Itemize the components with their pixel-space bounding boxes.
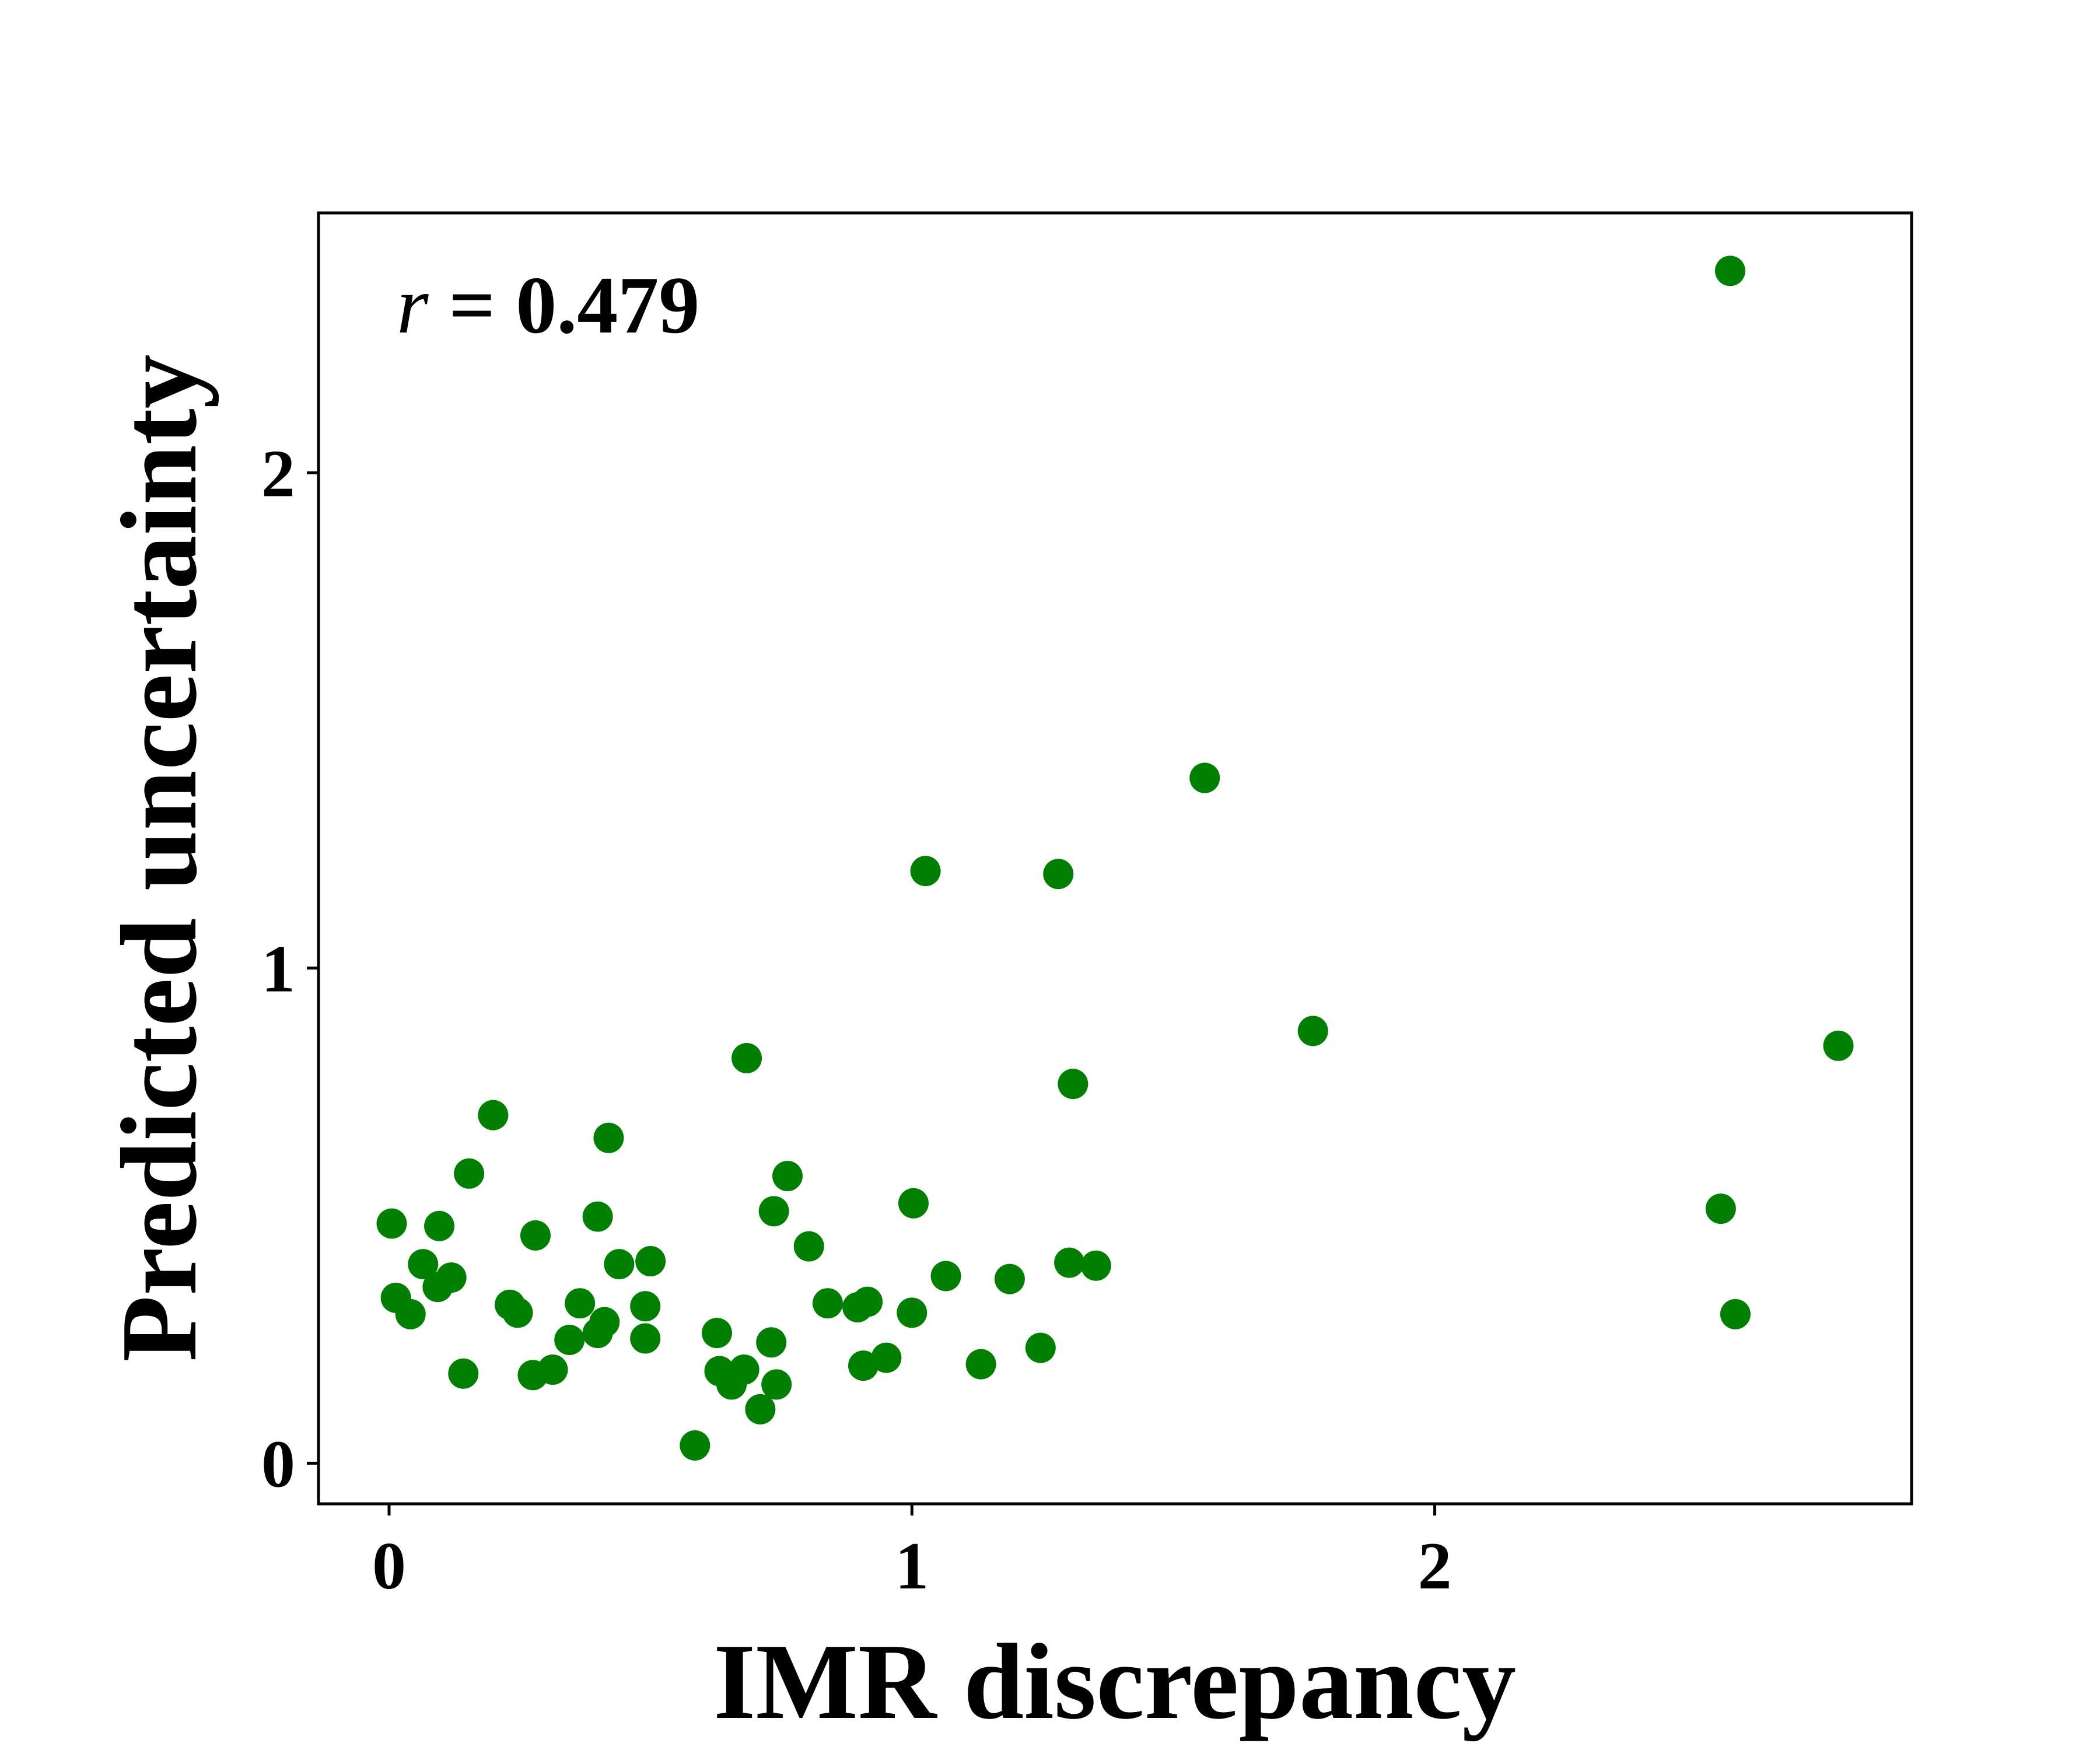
point	[994, 1264, 1025, 1294]
point	[422, 1272, 453, 1303]
point	[565, 1288, 596, 1319]
point	[793, 1231, 824, 1262]
point	[1823, 1030, 1854, 1061]
y-tick-label: 0	[261, 1427, 295, 1502]
point	[1705, 1194, 1736, 1224]
point	[517, 1360, 548, 1391]
point	[582, 1201, 613, 1232]
point	[604, 1249, 635, 1280]
point	[848, 1350, 878, 1381]
point	[1189, 762, 1220, 793]
point	[897, 1297, 928, 1328]
x-tick-label: 2	[1418, 1529, 1452, 1604]
point	[1054, 1247, 1085, 1278]
point	[772, 1161, 803, 1192]
point	[630, 1291, 661, 1322]
point	[630, 1323, 661, 1354]
point	[448, 1358, 479, 1389]
point	[1080, 1250, 1111, 1281]
y-tick-label: 2	[261, 437, 295, 512]
point	[745, 1394, 776, 1424]
y-axis-label: Predicted uncertainty	[99, 354, 219, 1362]
y-tick-label: 1	[261, 932, 295, 1007]
point	[1043, 859, 1074, 890]
annotation-variable: r	[397, 260, 429, 351]
point	[408, 1249, 439, 1280]
point	[593, 1122, 624, 1153]
point	[871, 1342, 902, 1373]
point	[930, 1261, 961, 1292]
point	[520, 1220, 551, 1251]
x-tick-label: 0	[372, 1529, 406, 1604]
point	[502, 1297, 533, 1328]
point	[1297, 1016, 1328, 1046]
point	[424, 1210, 455, 1241]
x-axis-label: IMR discrepancy	[713, 1622, 1516, 1742]
point	[716, 1369, 747, 1400]
point	[758, 1196, 789, 1227]
point	[1720, 1298, 1751, 1329]
annotation-text: = 0.479	[449, 260, 699, 351]
point	[582, 1318, 613, 1349]
point	[1714, 256, 1745, 286]
point	[761, 1369, 792, 1400]
point	[680, 1430, 710, 1461]
point	[812, 1288, 843, 1319]
x-tick-label: 1	[895, 1529, 929, 1604]
point	[898, 1188, 929, 1219]
point	[1025, 1332, 1056, 1363]
point	[554, 1325, 585, 1356]
point	[478, 1100, 509, 1130]
point	[756, 1327, 787, 1358]
annotation: r = 0.479	[397, 260, 699, 351]
point	[965, 1349, 996, 1380]
point	[395, 1298, 426, 1329]
point	[732, 1043, 762, 1074]
point	[376, 1208, 407, 1239]
plot-frame	[317, 211, 1913, 1506]
point	[454, 1158, 485, 1189]
point	[910, 856, 941, 887]
point	[842, 1292, 873, 1322]
point	[701, 1318, 732, 1349]
point	[635, 1246, 666, 1277]
point	[1058, 1069, 1088, 1100]
